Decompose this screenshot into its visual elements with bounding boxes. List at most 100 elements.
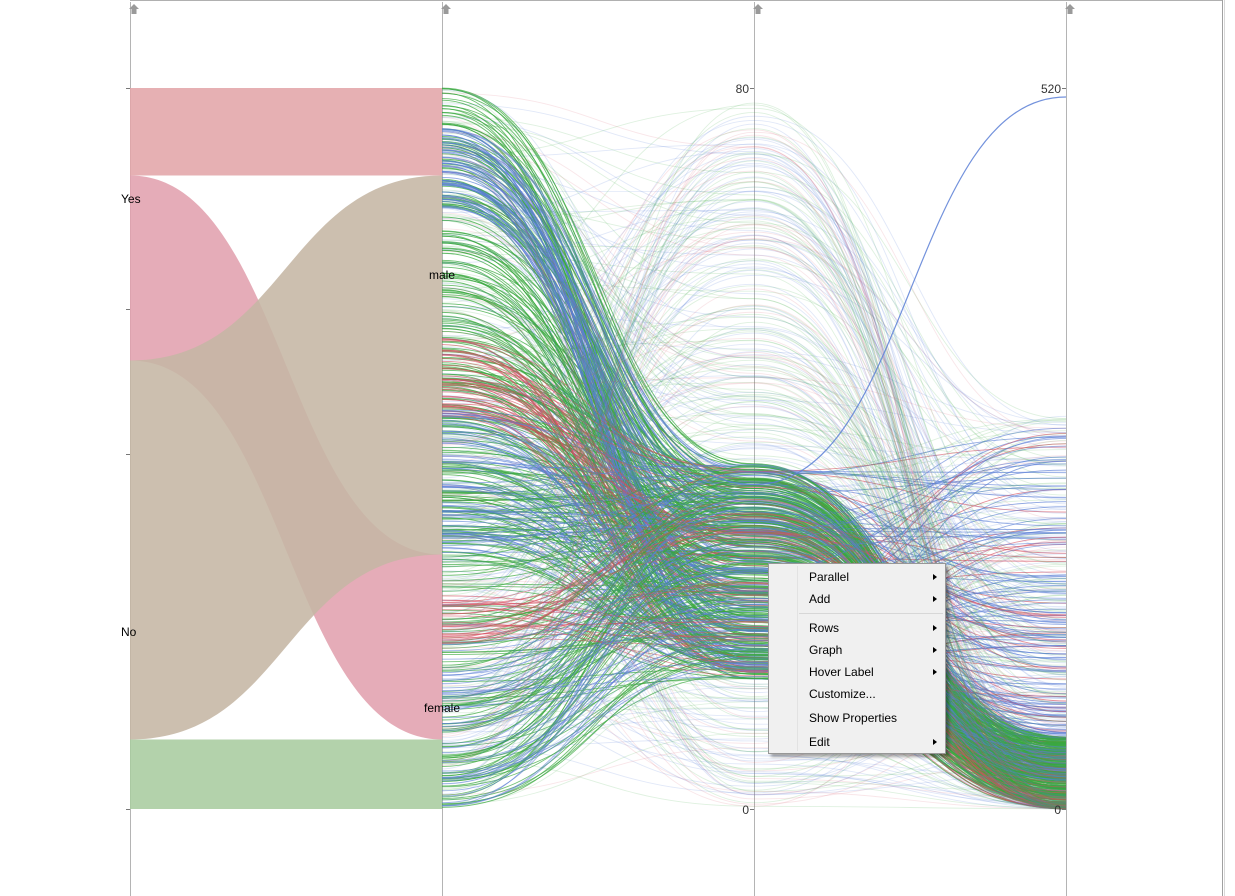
- polyline-segment: [441, 122, 755, 196]
- polyline-segment: [441, 179, 755, 627]
- polyline-segment: [753, 706, 1067, 805]
- polyline-segment: [441, 119, 755, 479]
- polyline-segment: [441, 413, 755, 448]
- polyline-segment: [753, 754, 1067, 806]
- polyline-segment: [441, 309, 755, 505]
- polyline-segment: [753, 158, 1067, 810]
- polyline-segment: [441, 678, 755, 717]
- polyline-segment: [441, 542, 755, 680]
- polyline-segment: [441, 363, 755, 633]
- polyline-segment: [441, 620, 755, 633]
- polyline-segment: [753, 245, 1067, 646]
- polyline-segment: [753, 499, 1067, 534]
- polyline-segment: [441, 617, 755, 690]
- axis-drag-handle-icon[interactable]: [1065, 4, 1075, 14]
- polyline-segment: [441, 744, 755, 794]
- submenu-arrow-icon: [933, 596, 937, 602]
- menu-item-label: Hover Label: [809, 665, 874, 679]
- polyline-segment: [441, 147, 755, 462]
- polyline-segment: [441, 223, 755, 562]
- submenu-arrow-icon: [933, 625, 937, 631]
- menu-item-edit[interactable]: Edit: [771, 731, 943, 753]
- polyline-segment: [441, 313, 755, 494]
- polyline-segment: [441, 621, 755, 697]
- axis-handles[interactable]: [129, 4, 1075, 14]
- polyline-segment: [441, 469, 755, 673]
- polyline-segment: [441, 241, 755, 492]
- polyline-segment: [441, 558, 755, 635]
- polyline-segment: [441, 128, 755, 547]
- menu-item-label: Edit: [809, 735, 830, 749]
- frame-top-border: [130, 0, 1222, 1]
- polyline-segment: [753, 428, 1067, 675]
- polyline-segment: [441, 486, 755, 532]
- tick-label-age-max: 80: [736, 82, 750, 96]
- axis-drag-handle-icon[interactable]: [129, 4, 139, 14]
- polyline-segment: [753, 529, 1067, 552]
- polyline-segment: [441, 248, 755, 551]
- polyline-segment: [441, 572, 755, 646]
- menu-item-graph[interactable]: Graph: [771, 639, 943, 661]
- polyline-segment: [753, 224, 1067, 633]
- polyline-segment: [441, 431, 755, 492]
- polyline-segment: [441, 242, 755, 614]
- polyline-segment: [441, 635, 755, 708]
- polyline-segment: [441, 564, 755, 635]
- axis-drag-handle-icon[interactable]: [753, 4, 763, 14]
- polyline-segment: [441, 308, 755, 449]
- polyline-segment: [441, 171, 755, 671]
- polyline-segment: [753, 227, 1067, 639]
- axis-drag-handle-icon[interactable]: [441, 4, 451, 14]
- menu-item-show-properties[interactable]: Show Properties: [771, 707, 943, 729]
- polyline-segment: [753, 770, 1067, 778]
- polyline-segment: [753, 102, 1067, 776]
- polyline-segment: [753, 424, 1067, 563]
- polyline-segment: [441, 191, 755, 498]
- polyline-segment: [441, 231, 755, 444]
- polyline-segment: [441, 455, 755, 605]
- polyline-segment: [753, 138, 1067, 688]
- menu-item-add[interactable]: Add: [771, 588, 943, 610]
- polyline-segment: [441, 279, 755, 554]
- polyline-segment: [441, 234, 755, 256]
- polyline-segment: [753, 472, 1067, 479]
- polyline-segment: [441, 502, 755, 731]
- polyline-segment: [753, 231, 1067, 572]
- polyline-segment: [441, 529, 755, 669]
- polyline-segment: [441, 546, 755, 685]
- polyline-segment: [441, 623, 755, 642]
- polyline-segment: [441, 534, 755, 688]
- menu-item-customize[interactable]: Customize...: [771, 683, 943, 705]
- polyline-segment: [753, 194, 1067, 635]
- menu-item-hover-label[interactable]: Hover Label: [771, 661, 943, 683]
- polyline-segment: [753, 482, 1067, 553]
- polyline-segment: [753, 471, 1067, 513]
- polyline-segment: [441, 675, 755, 742]
- polyline-segment: [441, 311, 755, 668]
- menu-item-rows[interactable]: Rows: [771, 617, 943, 639]
- polyline-segment: [441, 378, 755, 460]
- polyline-segment: [441, 454, 755, 496]
- ribbon-no-female: [130, 739, 442, 809]
- polyline-segment: [441, 331, 755, 552]
- polyline-segment: [753, 131, 1067, 437]
- polyline-segment: [441, 144, 755, 331]
- polyline-segment: [441, 198, 755, 235]
- polyline-segment: [441, 153, 755, 700]
- menu-item-parallel[interactable]: Parallel: [771, 566, 943, 588]
- polyline-segment: [441, 259, 755, 697]
- polyline-segment: [753, 447, 1067, 499]
- polyline-segment: [441, 164, 755, 680]
- polyline-segment: [753, 481, 1067, 642]
- polyline-segment: [753, 471, 1067, 487]
- polyline-segment: [441, 199, 755, 221]
- category-label-yes: Yes: [121, 192, 141, 206]
- polyline-segment: [753, 329, 1067, 752]
- polyline-segment: [753, 313, 1067, 804]
- polyline-segment: [441, 435, 755, 589]
- polyline-segment: [441, 115, 755, 606]
- polyline-segment: [441, 485, 755, 735]
- polyline-segment: [441, 335, 755, 611]
- context-menu[interactable]: Parallel Add Rows Graph Hover Label Cust…: [768, 563, 946, 754]
